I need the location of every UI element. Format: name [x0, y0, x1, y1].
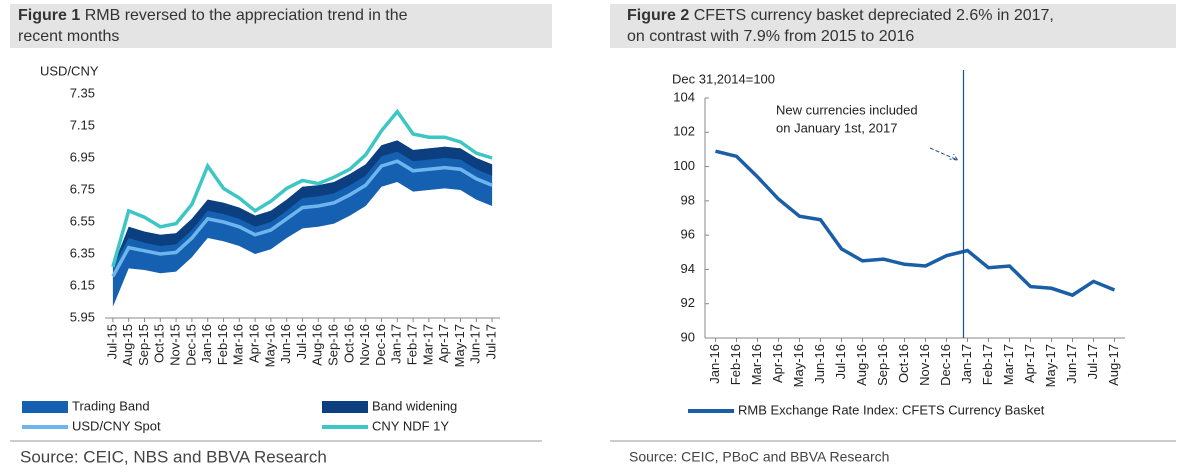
x-tick-label: Aug-16 [310, 324, 325, 366]
annotation: New currencies included [776, 102, 918, 117]
y-tick-label: 6.15 [70, 277, 95, 292]
x-tick-label: Jul-15 [104, 324, 119, 359]
y-tick-label: 7.35 [70, 85, 95, 100]
x-tick-label: Jul-17 [1085, 344, 1100, 379]
y-axis-label: USD/CNY [40, 63, 99, 78]
legend-label: Trading Band [72, 398, 150, 413]
title-text: on contrast with 7.9% from 2015 to 2016 [627, 28, 914, 45]
legend-label: CNY NDF 1Y [372, 418, 449, 433]
y-tick-label: 6.35 [70, 245, 95, 260]
x-tick-label: Mar-16 [749, 344, 764, 385]
annotation: on January 1st, 2017 [776, 120, 897, 135]
y-tick-label: 98 [681, 192, 695, 207]
x-tick-label: Jul-16 [294, 324, 309, 359]
x-tick-label: Feb-17 [405, 324, 420, 365]
x-tick-label: Oct-16 [896, 344, 911, 383]
line [715, 149, 1116, 298]
x-tick-label: Mar-17 [1001, 344, 1016, 385]
x-tick-label: Jan-17 [959, 344, 974, 384]
x-tick-label: Apr-17 [1022, 344, 1037, 383]
x-tick-label: Mar-17 [420, 324, 435, 365]
x-tick-label: Jun-17 [468, 324, 483, 364]
x-tick-label: Mar-16 [231, 324, 246, 365]
title-text: recent months [18, 28, 119, 45]
x-tick-label: Feb-16 [728, 344, 743, 385]
y-tick-label: 96 [681, 227, 695, 242]
source: Source: CEIC, NBS and BBVA Research [20, 447, 327, 466]
legend-label: USD/CNY Spot [72, 418, 161, 433]
x-tick-label: Sep-16 [875, 344, 890, 386]
title-text: RMB reversed to the appreciation trend i… [85, 7, 408, 24]
x-tick-label: Oct-15 [152, 324, 167, 363]
x-tick-label: Apr-16 [247, 324, 262, 363]
x-tick-label: Sep-16 [326, 324, 341, 366]
chart-title: Figure 1 RMB reversed to the appreciatio… [18, 7, 408, 24]
legend-label: Band widening [372, 398, 457, 413]
x-tick-label: Aug-15 [120, 324, 135, 366]
line [111, 159, 493, 278]
x-tick-label: Nov-15 [168, 324, 183, 366]
figure-label: Figure 1 [18, 7, 80, 24]
x-tick-label: Oct-16 [341, 324, 356, 363]
y-tick-label: 104 [673, 89, 695, 104]
x-tick-label: Apr-16 [770, 344, 785, 383]
x-tick-label: Dec-16 [373, 324, 388, 366]
y-tick-label: 7.15 [70, 117, 95, 132]
x-tick-label: Jul-16 [833, 344, 848, 379]
x-tick-label: Jan-16 [199, 324, 214, 364]
legend-label: RMB Exchange Rate Index: CFETS Currency … [738, 402, 1045, 417]
x-tick-label: Aug-16 [854, 344, 869, 386]
legend-swatch [22, 401, 68, 413]
band-area [112, 140, 493, 267]
y-tick-label: 90 [681, 329, 695, 344]
x-tick-label: May-17 [452, 324, 467, 367]
source: Source: CEIC, PBoC and BBVA Research [629, 449, 889, 465]
y-tick-label: 102 [673, 124, 695, 139]
y-tick-label: 5.95 [70, 309, 95, 324]
y-tick-label: 6.55 [70, 213, 95, 228]
y-axis-label: Dec 31,2014=100 [672, 71, 775, 86]
chart-title: recent months [18, 28, 119, 45]
line [111, 108, 493, 268]
annotation-arrow [929, 147, 958, 161]
legend-swatch [322, 401, 368, 413]
x-tick-label: Sep-15 [136, 324, 151, 366]
x-tick-label: Jun-16 [812, 344, 827, 384]
band-area [112, 140, 493, 307]
chart-title: on contrast with 7.9% from 2015 to 2016 [627, 28, 914, 45]
x-tick-label: Nov-16 [917, 344, 932, 386]
x-tick-label: Feb-16 [215, 324, 230, 365]
y-tick-label: 94 [681, 261, 695, 276]
y-tick-label: 6.95 [70, 149, 95, 164]
y-tick-label: 100 [673, 158, 695, 173]
x-tick-label: Jun-16 [278, 324, 293, 364]
x-tick-label: May-17 [1043, 344, 1058, 387]
x-tick-label: Feb-17 [980, 344, 995, 385]
x-tick-label: Jan-16 [707, 344, 722, 384]
y-tick-label: 92 [681, 295, 695, 310]
x-tick-label: Jan-17 [389, 324, 404, 364]
title-box [610, 4, 1176, 48]
x-tick-label: Dec-15 [183, 324, 198, 366]
x-tick-label: Jul-17 [484, 324, 499, 359]
y-tick-label: 6.75 [70, 181, 95, 196]
x-tick-label: May-16 [791, 344, 806, 387]
x-tick-label: Apr-17 [436, 324, 451, 363]
title-text: CFETS currency basket depreciated 2.6% i… [694, 7, 1054, 24]
title-box [10, 4, 552, 48]
figure-label: Figure 2 [627, 7, 689, 24]
x-tick-label: May-16 [262, 324, 277, 367]
x-tick-label: Nov-16 [357, 324, 372, 366]
chart-title: Figure 2 CFETS currency basket depreciat… [627, 7, 1054, 24]
x-tick-label: Dec-16 [938, 344, 953, 386]
x-tick-label: Aug-17 [1106, 344, 1121, 386]
x-tick-label: Jun-17 [1064, 344, 1079, 384]
